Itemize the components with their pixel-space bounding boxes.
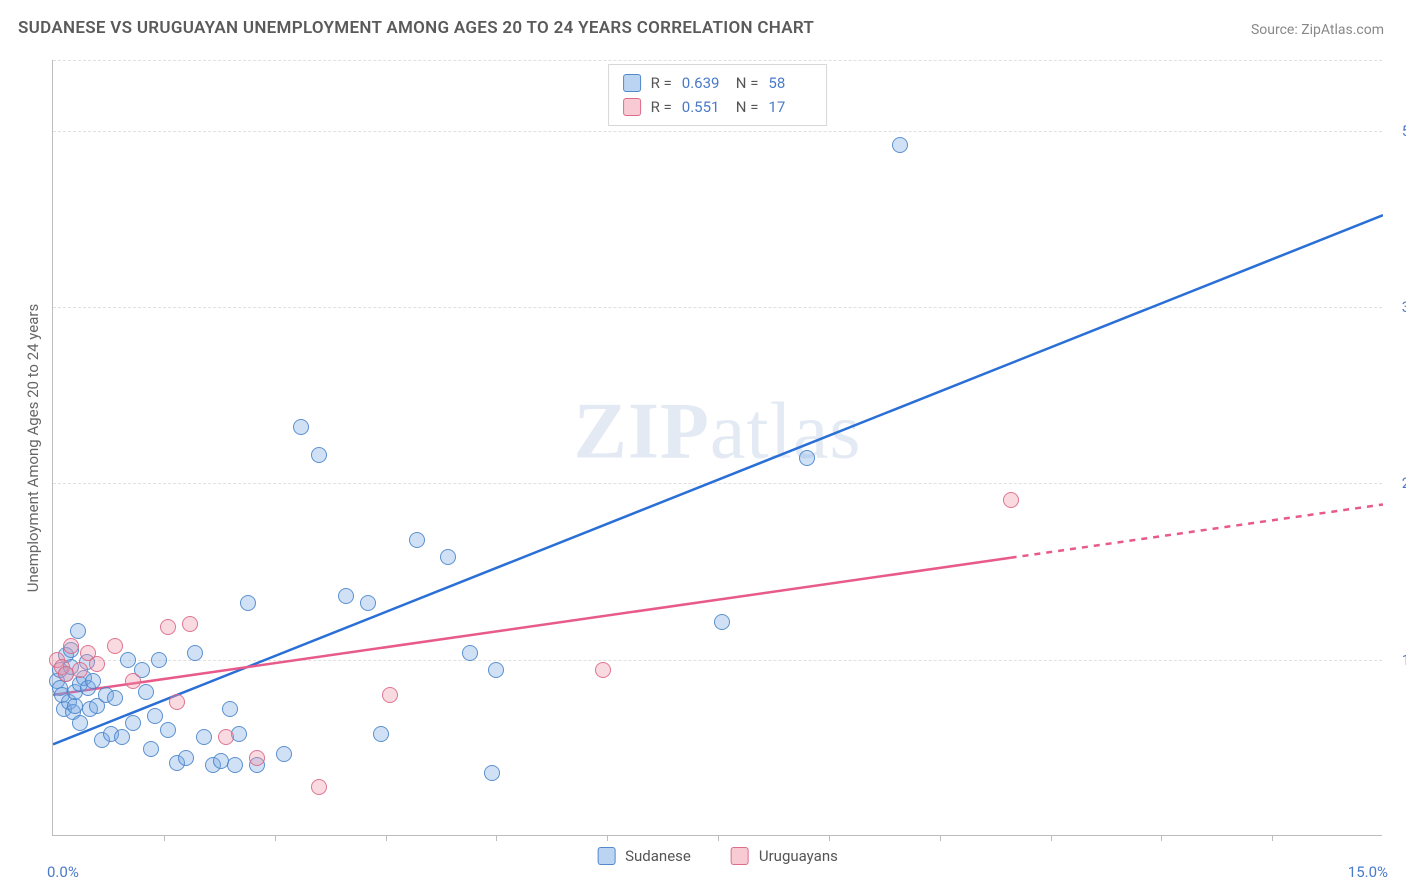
data-point <box>595 662 611 678</box>
y-axis-label: Unemployment Among Ages 20 to 24 years <box>24 303 42 591</box>
x-tick <box>164 835 165 841</box>
source-label: Source: ZipAtlas.com <box>1251 22 1384 38</box>
x-tick <box>386 835 387 841</box>
data-point <box>169 694 185 710</box>
gridline <box>53 60 1382 61</box>
data-point <box>160 619 176 635</box>
x-tick <box>275 835 276 841</box>
x-tick <box>607 835 608 841</box>
data-point <box>409 532 425 548</box>
legend-item-uruguayans: Uruguayans <box>731 847 838 865</box>
stats-row-uruguayans: R = 0.551 N = 17 <box>623 95 813 119</box>
data-point <box>125 715 141 731</box>
data-point <box>311 447 327 463</box>
data-point <box>63 638 79 654</box>
data-point <box>85 673 101 689</box>
data-point <box>373 726 389 742</box>
data-point <box>249 750 265 766</box>
data-point <box>72 662 88 678</box>
data-point <box>89 656 105 672</box>
x-tick <box>718 835 719 841</box>
data-point <box>147 708 163 724</box>
series-legend: Sudanese Uruguayans <box>597 847 838 865</box>
x-tick <box>1272 835 1273 841</box>
swatch-pink-icon <box>623 98 641 116</box>
data-point <box>114 729 130 745</box>
plot-area: Unemployment Among Ages 20 to 24 years Z… <box>52 60 1382 836</box>
trend-lines <box>53 60 1383 836</box>
data-point <box>67 698 83 714</box>
data-point <box>293 419 309 435</box>
data-point <box>462 645 478 661</box>
data-point <box>107 638 123 654</box>
data-point <box>72 715 88 731</box>
data-point <box>125 673 141 689</box>
swatch-pink-icon <box>731 847 749 865</box>
gridline <box>53 483 1382 484</box>
data-point <box>107 690 123 706</box>
data-point <box>799 450 815 466</box>
data-point <box>714 614 730 630</box>
gridline <box>53 660 1382 661</box>
x-tick <box>1161 835 1162 841</box>
data-point <box>182 616 198 632</box>
data-point <box>227 757 243 773</box>
x-tick <box>1051 835 1052 841</box>
data-point <box>218 729 234 745</box>
data-point <box>440 549 456 565</box>
swatch-blue-icon <box>597 847 615 865</box>
data-point <box>311 779 327 795</box>
data-point <box>484 765 500 781</box>
data-point <box>488 662 504 678</box>
data-point <box>892 137 908 153</box>
x-tick <box>496 835 497 841</box>
chart-title: SUDANESE VS URUGUAYAN UNEMPLOYMENT AMONG… <box>18 18 814 38</box>
x-tick <box>829 835 830 841</box>
y-tick-label: 50.0% <box>1386 122 1406 140</box>
swatch-blue-icon <box>623 74 641 92</box>
data-point <box>222 701 238 717</box>
data-point <box>1003 492 1019 508</box>
gridline <box>53 131 1382 132</box>
stats-legend: R = 0.639 N = 58 R = 0.551 N = 17 <box>608 64 828 126</box>
y-tick-label: 25.0% <box>1386 474 1406 492</box>
data-point <box>160 722 176 738</box>
data-point <box>240 595 256 611</box>
data-point <box>187 645 203 661</box>
data-point <box>196 729 212 745</box>
stats-row-sudanese: R = 0.639 N = 58 <box>623 71 813 95</box>
gridline <box>53 307 1382 308</box>
data-point <box>276 746 292 762</box>
y-tick-label: 12.5% <box>1386 651 1406 669</box>
x-tick <box>940 835 941 841</box>
data-point <box>338 588 354 604</box>
data-point <box>178 750 194 766</box>
watermark: ZIPatlas <box>574 387 862 478</box>
data-point <box>138 684 154 700</box>
data-point <box>151 652 167 668</box>
data-point <box>382 687 398 703</box>
data-point <box>360 595 376 611</box>
y-tick-label: 37.5% <box>1386 298 1406 316</box>
data-point <box>143 741 159 757</box>
legend-item-sudanese: Sudanese <box>597 847 691 865</box>
